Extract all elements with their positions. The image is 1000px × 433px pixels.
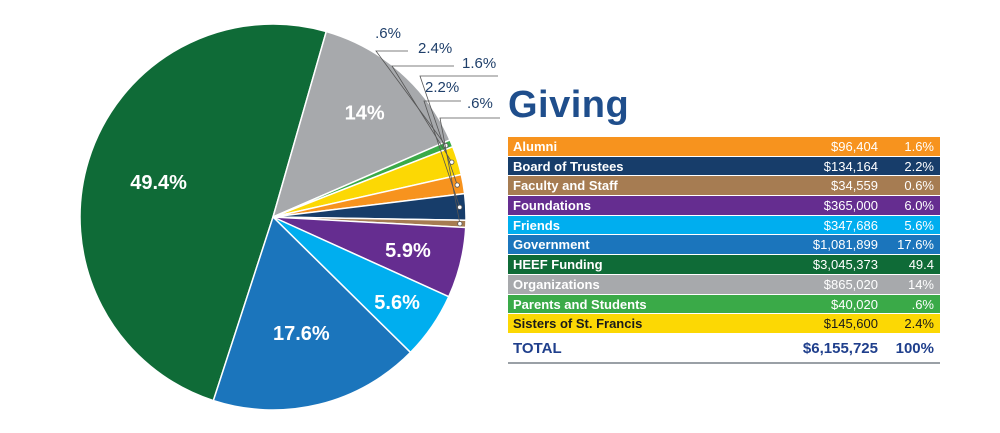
- table-row-percent: 49.4: [908, 257, 934, 273]
- leader-line: [419, 75, 498, 186]
- table-row: Government $1,081,899 17.6%: [508, 235, 940, 256]
- leader-dot: [457, 204, 463, 210]
- table-row-amount: $865,020: [823, 276, 878, 292]
- slice-label: 2.2%: [425, 79, 459, 96]
- leader-line: [391, 65, 454, 163]
- table-row-percent: 1.6%: [904, 139, 934, 154]
- pie-slice: [212, 215, 412, 411]
- table-row-name: Sisters of St. Francis: [513, 316, 643, 332]
- slice-label: 5.6%: [374, 292, 420, 314]
- table-row-amount: $34,559: [831, 178, 878, 194]
- table-row-percent: 6.0%: [904, 198, 934, 214]
- table-row-amount: $347,686: [823, 217, 878, 233]
- slice-label: 14%: [345, 103, 385, 125]
- slice-label: 17.6%: [273, 323, 330, 345]
- leader-line: [375, 50, 447, 146]
- leader-dot: [457, 221, 463, 227]
- slice-label: 5.9%: [385, 240, 431, 262]
- table-row: Parents and Students $40,020 .6%: [508, 294, 940, 315]
- giving-table: Alumni $96,404 1.6% Board of Trustees $134,1…: [508, 137, 940, 364]
- table-row-name: Government: [513, 237, 590, 253]
- table-row: Faculty and Staff $34,559 0.6%: [508, 176, 940, 197]
- total-amount: $6,155,725: [802, 339, 878, 357]
- slice-label: .6%: [467, 95, 493, 112]
- slice-label: 2.4%: [418, 40, 452, 57]
- table-row-percent: 0.6%: [904, 178, 934, 194]
- table-row-amount: $40,020: [831, 296, 878, 312]
- table-row-name: Alumni: [513, 139, 558, 154]
- table-row-name: Board of Trustees: [513, 158, 624, 174]
- table-row: Friends $347,686 5.6%: [508, 215, 940, 236]
- slice-label: .6%: [375, 25, 401, 42]
- leader-line: [439, 117, 500, 224]
- table-row-name: Foundations: [513, 198, 591, 214]
- slice-label: 49.4%: [130, 172, 187, 194]
- table-row-percent: 2.2%: [904, 158, 934, 174]
- total-row: TOTAL $6,155,725 100%: [508, 334, 940, 364]
- table-row-name: Faculty and Staff: [513, 178, 618, 194]
- pie-slice: [79, 23, 328, 402]
- leader-dot: [454, 182, 460, 188]
- table-row-name: Organizations: [513, 276, 600, 292]
- pie-chart: 49.4% 14% .6% 2.4% 1.6%2.2% .6% 5.9% 5.6% 17.6%: [79, 23, 500, 411]
- total-percent: 100%: [895, 339, 934, 357]
- table-row: HEEF Funding $3,045,373 49.4: [508, 255, 940, 275]
- table-row-name: HEEF Funding: [513, 257, 603, 273]
- table-row-amount: $96,404: [831, 139, 878, 154]
- table-row: Organizations $865,020 14%: [508, 274, 940, 295]
- chart-title: Giving: [508, 84, 630, 126]
- table-row-name: Friends: [513, 217, 560, 233]
- table-row-percent: 5.6%: [904, 217, 934, 233]
- table-row-percent: 14%: [907, 276, 934, 292]
- leader-line: [423, 100, 461, 208]
- table-row: Board of Trustees $134,164 2.2%: [508, 156, 940, 177]
- table-row: Sisters of St. Francis $145,600 2.4%: [508, 314, 940, 334]
- table-row-amount: $3,045,373: [812, 257, 878, 273]
- table-row: Alumni $96,404 1.6%: [508, 137, 940, 157]
- table-row-percent: 17.6%: [897, 237, 934, 253]
- table-row-name: Parents and Students: [513, 296, 647, 312]
- slice-label: 1.6%: [462, 55, 496, 72]
- table-row-percent: 2.4%: [904, 316, 934, 332]
- table-row: Foundations $365,000 6.0%: [508, 196, 940, 216]
- pie-slice: [271, 30, 451, 219]
- total-label: TOTAL: [513, 339, 562, 357]
- table-row-percent: .6%: [911, 296, 934, 312]
- table-row-amount: $145,600: [823, 316, 878, 332]
- table-row-amount: $365,000: [823, 198, 878, 214]
- table-row-amount: $1,081,899: [812, 237, 878, 253]
- table-row-amount: $134,164: [823, 158, 878, 174]
